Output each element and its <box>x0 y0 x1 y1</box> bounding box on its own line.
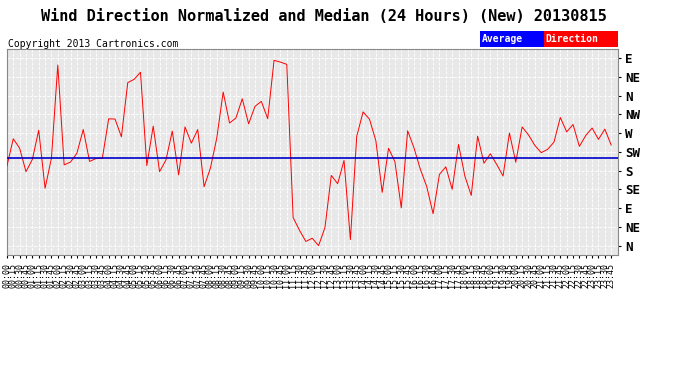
Text: Direction: Direction <box>546 34 599 44</box>
Text: Wind Direction Normalized and Median (24 Hours) (New) 20130815: Wind Direction Normalized and Median (24… <box>41 9 607 24</box>
Text: Copyright 2013 Cartronics.com: Copyright 2013 Cartronics.com <box>8 39 179 50</box>
Text: Average: Average <box>482 34 523 44</box>
